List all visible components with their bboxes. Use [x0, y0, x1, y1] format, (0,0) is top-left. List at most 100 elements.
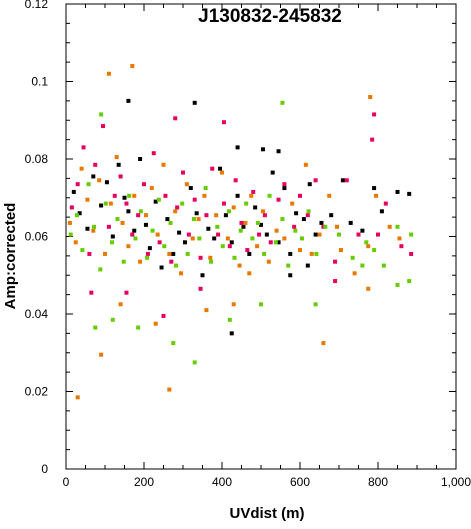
data-point: [206, 226, 211, 231]
data-point: [98, 267, 103, 272]
data-point: [127, 193, 132, 198]
data-point: [99, 112, 104, 117]
y-tick-label: 0.04: [25, 307, 49, 321]
data-point: [245, 248, 250, 253]
data-point: [194, 211, 199, 216]
data-point: [350, 255, 355, 260]
data-point: [101, 124, 106, 129]
data-point: [329, 213, 334, 218]
data-point: [192, 360, 197, 365]
data-point: [227, 209, 232, 214]
data-point: [173, 263, 178, 268]
data-point: [290, 201, 295, 206]
data-point: [161, 162, 166, 167]
data-point: [167, 387, 172, 392]
data-point: [395, 282, 400, 287]
data-point: [80, 248, 85, 253]
data-point: [106, 224, 111, 229]
data-point: [238, 228, 243, 233]
data-point: [372, 186, 377, 191]
data-point: [317, 232, 322, 237]
data-point: [204, 308, 209, 313]
data-point: [333, 279, 338, 284]
data-point: [282, 236, 287, 241]
data-point: [381, 263, 386, 268]
data-point: [235, 193, 240, 198]
data-point: [229, 240, 234, 245]
data-point: [340, 178, 345, 183]
data-point: [395, 224, 400, 229]
data-point: [69, 205, 74, 210]
data-point: [145, 255, 150, 260]
data-point: [118, 174, 123, 179]
data-point: [305, 213, 310, 218]
data-point: [150, 228, 155, 233]
data-point: [223, 213, 228, 218]
x-tick-label: 1,000: [441, 475, 471, 489]
data-point: [157, 240, 162, 245]
data-point: [383, 201, 388, 206]
data-point: [220, 170, 224, 175]
data-point: [294, 211, 299, 216]
data-point: [159, 265, 164, 270]
data-point: [108, 201, 113, 206]
data-point: [301, 217, 306, 222]
data-point: [237, 263, 242, 268]
y-tick-label: 0.12: [25, 0, 49, 11]
data-point: [257, 232, 262, 237]
x-axis-label: UVdist (m): [230, 505, 305, 522]
data-point: [196, 217, 201, 222]
data-point: [239, 220, 244, 225]
data-point: [168, 220, 173, 225]
data-point: [99, 352, 104, 357]
data-point: [313, 178, 318, 183]
data-point: [75, 182, 80, 187]
data-point: [198, 255, 203, 260]
data-point: [181, 170, 185, 175]
data-point: [126, 209, 131, 214]
data-point: [110, 234, 115, 239]
data-point: [204, 213, 209, 218]
data-point: [208, 255, 213, 260]
data-point: [215, 224, 220, 229]
data-point: [260, 209, 265, 214]
data-point: [399, 244, 404, 249]
data-point: [241, 224, 246, 229]
data-point: [348, 220, 353, 225]
data-point: [251, 189, 256, 194]
data-point: [299, 236, 304, 241]
data-point: [323, 224, 328, 229]
data-point: [175, 205, 180, 210]
data-point: [360, 263, 365, 268]
data-point: [319, 220, 324, 225]
data-point: [156, 197, 161, 202]
data-point: [231, 302, 236, 307]
data-point: [138, 259, 143, 264]
data-point: [138, 209, 143, 214]
data-point: [68, 232, 73, 237]
data-point: [333, 259, 338, 264]
data-point: [260, 147, 265, 152]
data-point: [203, 186, 208, 191]
data-point: [409, 232, 414, 237]
data-point: [136, 325, 141, 330]
y-tick-label: 0.02: [25, 385, 49, 399]
data-point: [249, 193, 254, 198]
data-point: [67, 220, 72, 225]
data-point: [103, 201, 108, 206]
data-point: [91, 174, 96, 179]
data-point: [218, 166, 223, 171]
data-point: [372, 248, 377, 253]
data-point: [298, 248, 302, 253]
data-point: [136, 213, 141, 218]
data-point: [179, 271, 184, 276]
data-point: [118, 302, 123, 307]
data-point: [191, 217, 196, 222]
data-point: [337, 232, 341, 237]
data-point: [293, 228, 298, 233]
data-point: [216, 232, 221, 237]
data-point: [247, 271, 252, 276]
x-tick-label: 0: [63, 475, 70, 489]
